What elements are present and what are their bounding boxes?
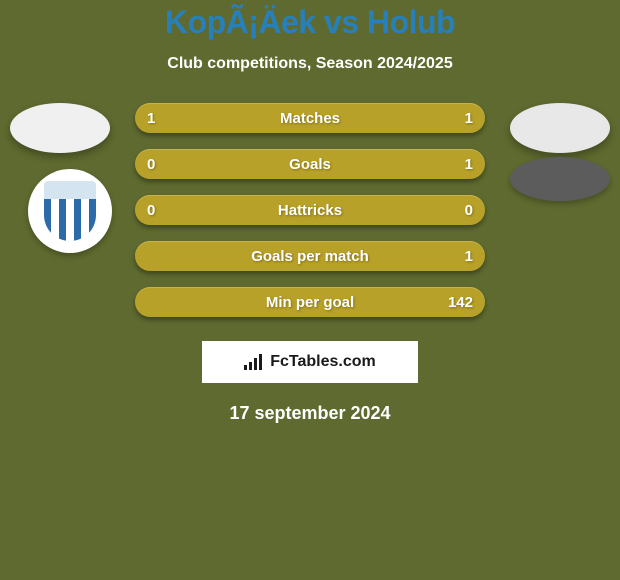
stat-left-value: 0 bbox=[147, 202, 155, 219]
stat-row-goals-per-match: Goals per match 1 bbox=[135, 241, 485, 271]
branding-badge[interactable]: FcTables.com bbox=[202, 341, 418, 383]
stat-right-value: 142 bbox=[448, 294, 473, 311]
content-area: 1 Matches 1 0 Goals 1 0 Hattricks 0 Goal… bbox=[0, 103, 620, 424]
stat-left-value: 1 bbox=[147, 110, 155, 127]
club-badge-shield-icon bbox=[44, 181, 96, 241]
page-title: KopÃ¡Äek vs Holub bbox=[0, 4, 620, 41]
stat-row-matches: 1 Matches 1 bbox=[135, 103, 485, 133]
stat-label: Goals per match bbox=[251, 248, 369, 265]
club-left-badge bbox=[28, 169, 112, 253]
stat-right-value: 1 bbox=[465, 156, 473, 173]
bar-chart-icon bbox=[244, 354, 264, 370]
stat-right-value: 0 bbox=[465, 202, 473, 219]
stat-right-value: 1 bbox=[465, 110, 473, 127]
stat-row-min-per-goal: Min per goal 142 bbox=[135, 287, 485, 317]
stat-label: Goals bbox=[289, 156, 331, 173]
stat-row-hattricks: 0 Hattricks 0 bbox=[135, 195, 485, 225]
club-right-badge bbox=[510, 157, 610, 201]
stat-row-goals: 0 Goals 1 bbox=[135, 149, 485, 179]
stat-label: Min per goal bbox=[266, 294, 354, 311]
stats-list: 1 Matches 1 0 Goals 1 0 Hattricks 0 Goal… bbox=[135, 103, 485, 317]
date-text: 17 september 2024 bbox=[0, 403, 620, 424]
stat-label: Matches bbox=[280, 110, 340, 127]
branding-text: FcTables.com bbox=[270, 353, 376, 371]
player-right-avatar bbox=[510, 103, 610, 153]
stat-right-value: 1 bbox=[465, 248, 473, 265]
page-subtitle: Club competitions, Season 2024/2025 bbox=[0, 55, 620, 73]
comparison-card: KopÃ¡Äek vs Holub Club competitions, Sea… bbox=[0, 0, 620, 580]
stat-left-value: 0 bbox=[147, 156, 155, 173]
player-left-avatar bbox=[10, 103, 110, 153]
stat-label: Hattricks bbox=[278, 202, 342, 219]
